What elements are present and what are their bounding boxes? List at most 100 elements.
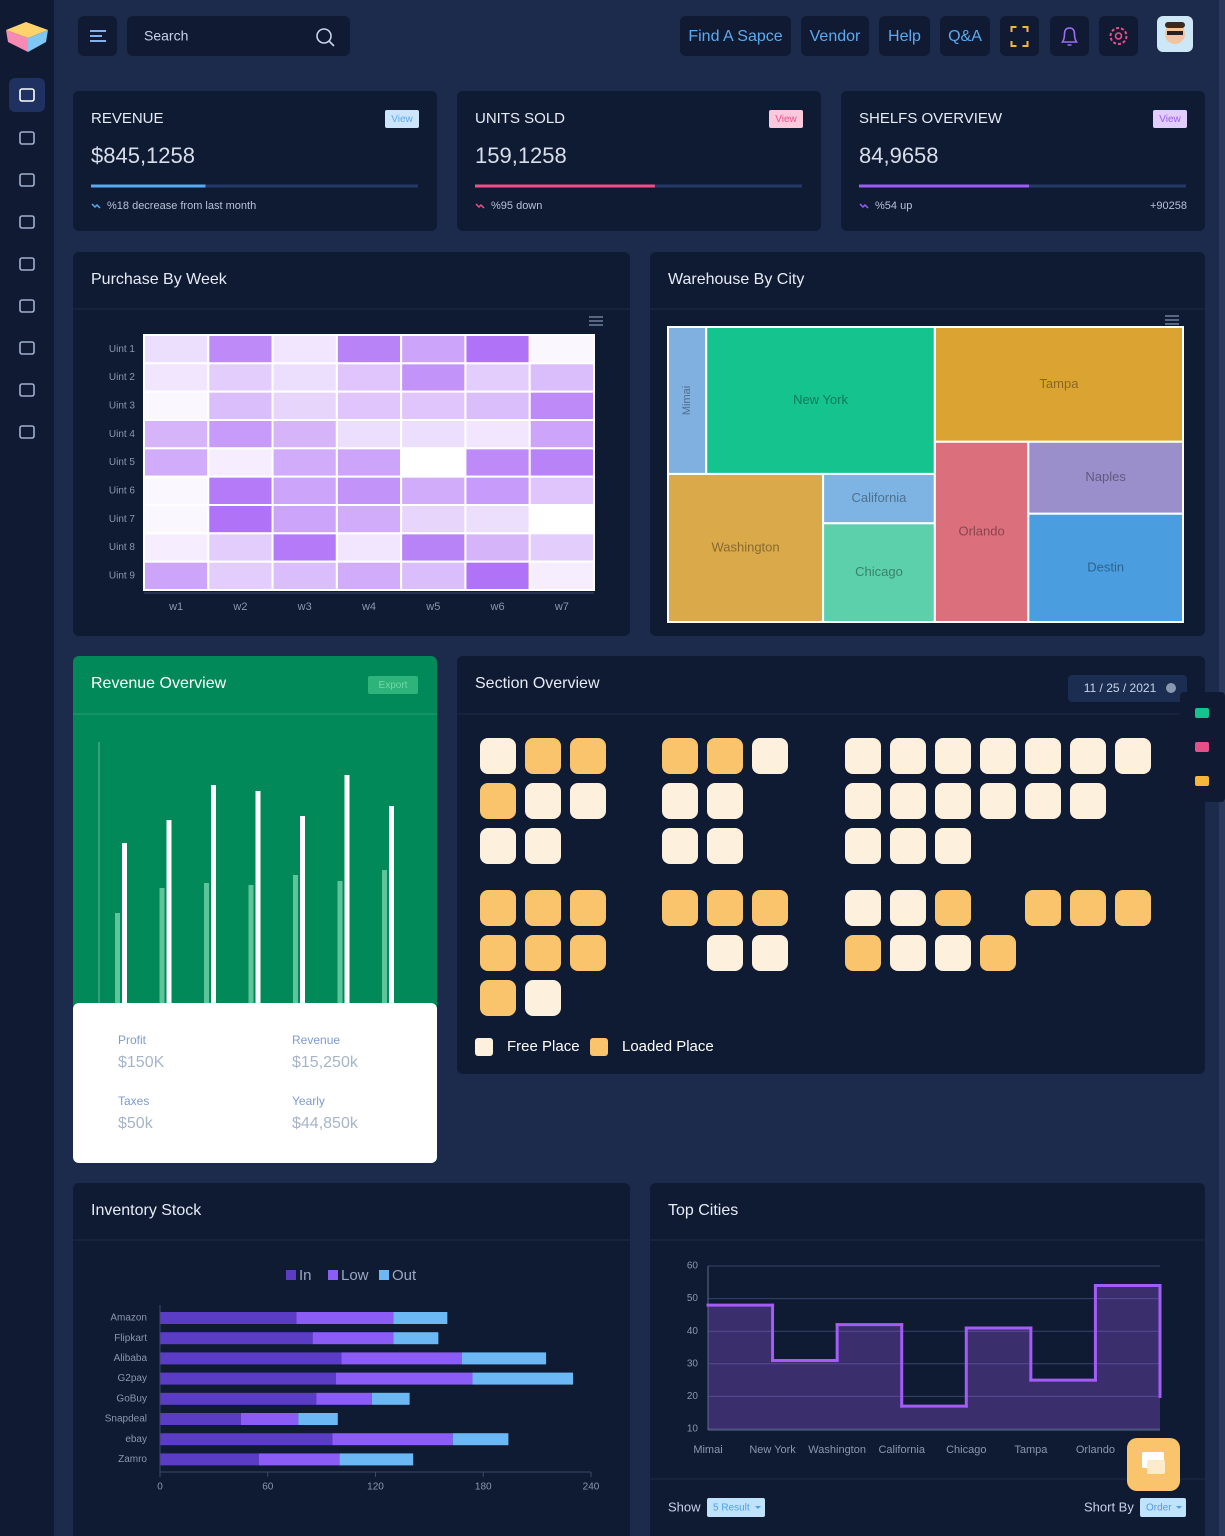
seat[interactable] bbox=[662, 783, 698, 819]
seat[interactable] bbox=[845, 783, 881, 819]
nav-button[interactable] bbox=[879, 16, 930, 56]
summary-label: Yearly bbox=[292, 1094, 325, 1108]
seat[interactable] bbox=[525, 890, 561, 926]
seat[interactable] bbox=[480, 828, 516, 864]
icon-button[interactable] bbox=[1050, 16, 1089, 56]
gear-icon bbox=[1114, 32, 1123, 40]
seat[interactable] bbox=[890, 783, 926, 819]
y-tick-label: 10 bbox=[687, 1424, 699, 1435]
sidebar-icon[interactable] bbox=[19, 131, 35, 145]
seat[interactable] bbox=[845, 828, 881, 864]
seat[interactable] bbox=[752, 738, 788, 774]
seat[interactable] bbox=[845, 738, 881, 774]
nav-label: Vendor bbox=[810, 28, 861, 45]
seat[interactable] bbox=[570, 783, 606, 819]
badge[interactable] bbox=[769, 110, 803, 128]
seat[interactable] bbox=[1070, 783, 1106, 819]
nav-button[interactable] bbox=[940, 16, 990, 56]
seat[interactable] bbox=[935, 890, 971, 926]
seat[interactable] bbox=[525, 783, 561, 819]
seat[interactable] bbox=[662, 890, 698, 926]
seat[interactable] bbox=[935, 828, 971, 864]
seat[interactable] bbox=[525, 980, 561, 1016]
seat[interactable] bbox=[1115, 738, 1151, 774]
seat[interactable] bbox=[707, 738, 743, 774]
seat[interactable] bbox=[480, 783, 516, 819]
nav-button[interactable] bbox=[801, 16, 869, 56]
seat[interactable] bbox=[525, 738, 561, 774]
search-box[interactable] bbox=[127, 16, 350, 56]
dropdown[interactable] bbox=[1140, 1498, 1186, 1517]
icon-button[interactable] bbox=[1000, 16, 1039, 56]
sidebar-icon[interactable] bbox=[19, 341, 35, 355]
seat[interactable] bbox=[480, 980, 516, 1016]
seat[interactable] bbox=[980, 738, 1016, 774]
dock-icon[interactable] bbox=[1195, 708, 1209, 718]
seat[interactable] bbox=[570, 935, 606, 971]
seat[interactable] bbox=[707, 935, 743, 971]
card-title: Section Overview bbox=[475, 675, 600, 692]
seat[interactable] bbox=[1025, 783, 1061, 819]
seat[interactable] bbox=[662, 828, 698, 864]
seat[interactable] bbox=[480, 935, 516, 971]
seat[interactable] bbox=[570, 738, 606, 774]
heat-cell bbox=[464, 334, 531, 365]
seat[interactable] bbox=[525, 828, 561, 864]
badge[interactable] bbox=[1153, 110, 1187, 128]
seat[interactable] bbox=[1115, 890, 1151, 926]
search-placeholder: Search bbox=[144, 28, 188, 44]
dropdown[interactable] bbox=[707, 1498, 765, 1517]
heat-cell bbox=[207, 475, 274, 506]
seat[interactable] bbox=[845, 890, 881, 926]
seat[interactable] bbox=[752, 890, 788, 926]
sidebar-icon[interactable] bbox=[19, 257, 35, 271]
dock-icon[interactable] bbox=[1195, 742, 1209, 752]
seat[interactable] bbox=[525, 935, 561, 971]
heat-cell bbox=[464, 362, 531, 393]
dock-icon[interactable] bbox=[1195, 776, 1209, 786]
badge[interactable] bbox=[385, 110, 419, 128]
sidebar-icon[interactable] bbox=[19, 88, 35, 102]
seat[interactable] bbox=[1025, 738, 1061, 774]
summary-label: Taxes bbox=[118, 1094, 149, 1108]
nav-button[interactable] bbox=[680, 16, 791, 56]
sidebar-icon[interactable] bbox=[19, 215, 35, 229]
bell-icon bbox=[1061, 27, 1078, 46]
seat[interactable] bbox=[1025, 890, 1061, 926]
treemap-label: California bbox=[852, 490, 908, 505]
sidebar-icon[interactable] bbox=[19, 299, 35, 313]
seat[interactable] bbox=[1070, 890, 1106, 926]
sidebar-icon[interactable] bbox=[19, 425, 35, 439]
seat[interactable] bbox=[935, 738, 971, 774]
seat[interactable] bbox=[890, 890, 926, 926]
seat[interactable] bbox=[480, 890, 516, 926]
seat[interactable] bbox=[707, 828, 743, 864]
seat[interactable] bbox=[707, 890, 743, 926]
seat[interactable] bbox=[890, 738, 926, 774]
icon-button[interactable] bbox=[1099, 16, 1138, 56]
seat[interactable] bbox=[707, 783, 743, 819]
sidebar-icon[interactable] bbox=[19, 173, 35, 187]
bar bbox=[211, 785, 216, 1003]
export-button[interactable] bbox=[368, 676, 418, 694]
date-picker[interactable] bbox=[1068, 675, 1187, 702]
sidebar-icon[interactable] bbox=[19, 383, 35, 397]
y-tick-label: 30 bbox=[687, 1358, 699, 1369]
seat[interactable] bbox=[890, 828, 926, 864]
seat[interactable] bbox=[845, 935, 881, 971]
seat[interactable] bbox=[480, 738, 516, 774]
seat[interactable] bbox=[1070, 738, 1106, 774]
bar-segment bbox=[312, 1332, 394, 1345]
seat[interactable] bbox=[980, 935, 1016, 971]
y-tick-label: Uint 4 bbox=[109, 429, 136, 440]
seat[interactable] bbox=[890, 935, 926, 971]
legend-swatch bbox=[379, 1270, 389, 1280]
gear-icon bbox=[1109, 27, 1128, 45]
seat[interactable] bbox=[980, 783, 1016, 819]
seat[interactable] bbox=[935, 783, 971, 819]
heat-cell bbox=[143, 362, 210, 393]
seat[interactable] bbox=[570, 890, 606, 926]
seat[interactable] bbox=[662, 738, 698, 774]
seat[interactable] bbox=[752, 935, 788, 971]
seat[interactable] bbox=[935, 935, 971, 971]
